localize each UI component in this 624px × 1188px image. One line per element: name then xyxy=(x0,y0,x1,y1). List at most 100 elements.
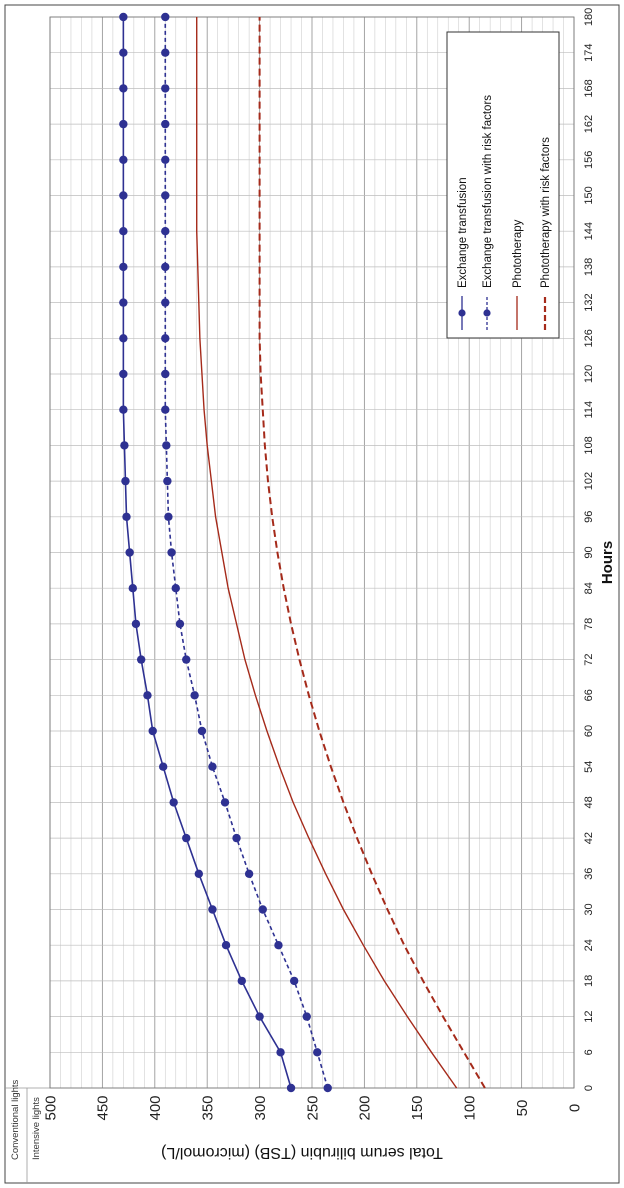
y-tick-label: 200 xyxy=(357,1095,374,1120)
series-line xyxy=(196,17,458,1089)
conventional-lights-label: Conventional lights xyxy=(10,1079,21,1160)
series-0 xyxy=(119,12,296,1093)
series-point xyxy=(194,869,204,878)
x-tick-label: 84 xyxy=(583,582,595,594)
series-point xyxy=(119,369,128,379)
series-point xyxy=(119,191,128,200)
series-point xyxy=(119,84,128,93)
x-tick-label: 66 xyxy=(583,689,595,701)
y-axis-ticks: 0 50 100 150 200 250 300 350 400 450 500 xyxy=(42,1095,583,1120)
y-tick-label: 100 xyxy=(461,1095,478,1120)
chart-series xyxy=(119,12,486,1093)
x-tick-label: 168 xyxy=(583,79,595,97)
series-point xyxy=(221,941,231,950)
y-tick-label: 350 xyxy=(199,1095,216,1120)
series-point xyxy=(158,762,168,771)
series-point xyxy=(197,726,207,736)
x-tick-label: 6 xyxy=(583,1049,595,1055)
series-point xyxy=(161,298,170,307)
x-tick-label: 30 xyxy=(583,903,595,915)
y-tick-label: 500 xyxy=(42,1095,59,1120)
x-tick-label: 150 xyxy=(583,186,595,204)
series-point xyxy=(169,798,178,807)
series-point xyxy=(163,476,172,486)
legend-label: Phototherapy xyxy=(512,219,524,288)
series-point xyxy=(136,655,146,664)
series-point xyxy=(220,798,230,807)
intensive-lights-label: Intensive lights xyxy=(31,1097,42,1160)
series-point xyxy=(286,1083,296,1093)
x-tick-label: 90 xyxy=(583,546,595,558)
legend-label: Exchange transfusion with risk factors xyxy=(482,95,494,288)
x-tick-label: 132 xyxy=(583,293,595,311)
y-tick-label: 50 xyxy=(514,1100,531,1117)
y-tick-label: 150 xyxy=(409,1095,426,1120)
series-point xyxy=(161,155,170,164)
x-tick-label: 144 xyxy=(583,222,595,240)
series-point xyxy=(208,762,217,771)
series-point xyxy=(258,905,267,914)
x-tick-label: 60 xyxy=(583,725,595,737)
x-tick-label: 48 xyxy=(583,796,595,808)
series-point xyxy=(182,833,191,843)
series-point xyxy=(119,119,128,129)
series-point xyxy=(119,262,128,272)
series-2 xyxy=(196,17,458,1089)
series-point xyxy=(128,584,137,593)
x-tick-label: 114 xyxy=(583,401,595,419)
series-point xyxy=(161,12,170,22)
series-point xyxy=(161,119,170,129)
series-point xyxy=(289,976,299,986)
series-3 xyxy=(258,17,486,1089)
x-tick-label: 24 xyxy=(583,939,595,951)
plot-area-border xyxy=(49,16,575,1089)
series-point xyxy=(323,1083,332,1093)
x-tick-label: 174 xyxy=(583,44,595,62)
x-axis-ticks: 0 6 12 18 24 30 36 42 48 54 60 66 72 78 84 90 96 102 108 11… xyxy=(583,8,595,1091)
x-tick-label: 102 xyxy=(583,472,595,490)
series-point xyxy=(313,1048,322,1057)
series-point xyxy=(161,262,170,272)
y-tick-label: 0 xyxy=(566,1104,583,1112)
side-labels: Conventional lights Intensive lights xyxy=(10,1079,42,1160)
x-tick-label: 138 xyxy=(583,258,595,276)
x-tick-label: 126 xyxy=(583,329,595,347)
x-tick-label: 120 xyxy=(583,365,595,383)
x-axis-title: Hours xyxy=(599,541,616,584)
series-point xyxy=(120,441,129,450)
series-point xyxy=(171,584,180,593)
series-point xyxy=(276,1048,285,1057)
x-tick-label: 42 xyxy=(583,832,595,844)
x-tick-label: 36 xyxy=(583,868,595,880)
x-tick-label: 0 xyxy=(583,1085,595,1091)
x-tick-label: 12 xyxy=(583,1010,595,1022)
legend-label: Phototherapy with risk factors xyxy=(540,137,552,288)
series-point xyxy=(119,298,128,307)
series-point xyxy=(162,441,171,450)
series-point xyxy=(190,691,199,700)
x-tick-label: 108 xyxy=(583,436,595,454)
series-point xyxy=(131,619,141,629)
series-point xyxy=(167,548,176,557)
series-point xyxy=(237,976,246,986)
outer-border xyxy=(4,4,620,1184)
legend-marker xyxy=(483,309,491,317)
series-point xyxy=(161,191,170,200)
series-point xyxy=(119,405,128,414)
series-point xyxy=(274,941,283,950)
x-tick-label: 96 xyxy=(583,511,595,523)
series-point xyxy=(161,369,170,379)
series-point xyxy=(119,155,128,164)
chart-legend: Exchange transfusion Exchange transfusion… xyxy=(446,31,560,339)
x-tick-label: 78 xyxy=(583,618,595,630)
y-tick-label: 400 xyxy=(147,1095,164,1120)
series-point xyxy=(125,548,134,557)
series-point xyxy=(161,334,170,343)
series-point xyxy=(119,334,128,343)
y-axis-title-main: Total serum bilirubin (TSB) (micromol/L) xyxy=(161,1144,443,1161)
legend-label: Exchange transfusion xyxy=(457,177,469,288)
series-point xyxy=(143,691,152,700)
x-tick-label: 156 xyxy=(583,151,595,169)
x-tick-label: 180 xyxy=(583,8,595,26)
series-1 xyxy=(161,12,332,1093)
